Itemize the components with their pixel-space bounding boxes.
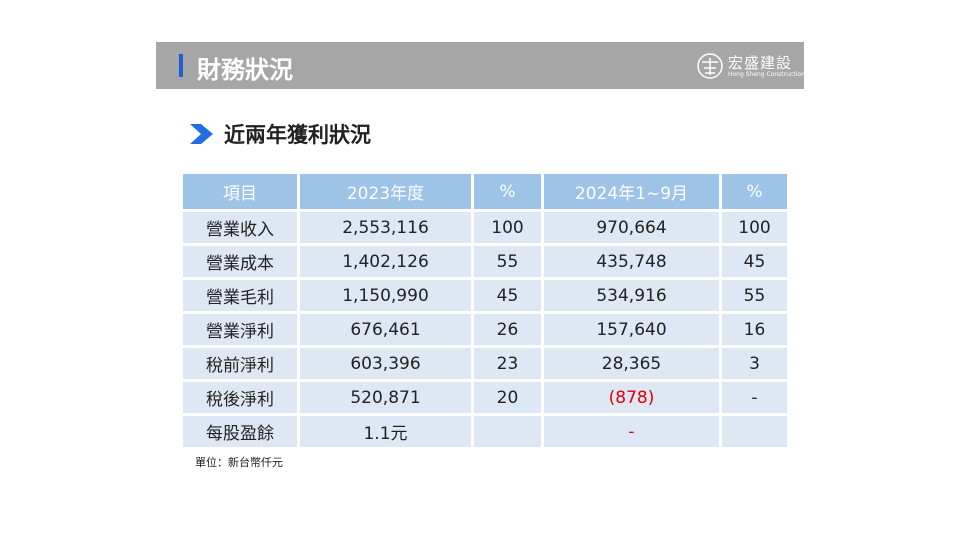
row: 營業收入 2,553,116 100 970,664 100 bbox=[183, 212, 787, 243]
logo-icon bbox=[697, 53, 723, 79]
column-header: 2023年度 bbox=[300, 174, 471, 209]
cell: 營業收入 bbox=[183, 212, 297, 243]
cell: 534,916 bbox=[544, 280, 719, 311]
cell: (878) bbox=[544, 382, 719, 413]
cell: 603,396 bbox=[300, 348, 471, 379]
cell: 45 bbox=[474, 280, 541, 311]
cell: 23 bbox=[474, 348, 541, 379]
column-header: % bbox=[722, 174, 787, 209]
cell: 45 bbox=[722, 246, 787, 277]
logo: 宏盛建設 Hong Sheng Construction bbox=[696, 51, 805, 81]
cell: 稅後淨利 bbox=[183, 382, 297, 413]
cell: 營業毛利 bbox=[183, 280, 297, 311]
row: 稅前淨利 603,396 23 28,365 3 bbox=[183, 348, 787, 379]
logo-subtitle: Hong Sheng Construction bbox=[728, 71, 805, 78]
cell: 營業淨利 bbox=[183, 314, 297, 345]
cell: 營業成本 bbox=[183, 246, 297, 277]
footnote: 單位：新台幣仟元 bbox=[195, 456, 283, 469]
row: 營業毛利 1,150,990 45 534,916 55 bbox=[183, 280, 787, 311]
cell: 稅前淨利 bbox=[183, 348, 297, 379]
cell: 520,871 bbox=[300, 382, 471, 413]
section-title: 近兩年獲利狀況 bbox=[224, 123, 371, 147]
cell: 55 bbox=[722, 280, 787, 311]
header-row: 項目 2023年度 % 2024年1~9月 % bbox=[183, 174, 787, 209]
cell: 55 bbox=[474, 246, 541, 277]
cell: - bbox=[544, 416, 719, 447]
cell: 1.1元 bbox=[300, 416, 471, 447]
section-chevron bbox=[190, 124, 213, 144]
cell: 435,748 bbox=[544, 246, 719, 277]
cell: - bbox=[722, 382, 787, 413]
header-bar: 財務狀況 宏盛建設 Hong Sheng Construction bbox=[156, 42, 805, 89]
row: 營業成本 1,402,126 55 435,748 45 bbox=[183, 246, 787, 277]
row: 營業淨利 676,461 26 157,640 16 bbox=[183, 314, 787, 345]
cell: 2,553,116 bbox=[300, 212, 471, 243]
cell bbox=[722, 416, 787, 447]
cell: 28,365 bbox=[544, 348, 719, 379]
cell: 970,664 bbox=[544, 212, 719, 243]
column-header: % bbox=[474, 174, 541, 209]
header-title: 財務狀況 bbox=[197, 56, 293, 84]
cell: 100 bbox=[722, 212, 787, 243]
cell: 157,640 bbox=[544, 314, 719, 345]
cell: 100 bbox=[474, 212, 541, 243]
cell: 26 bbox=[474, 314, 541, 345]
row: 每股盈餘 1.1元 - bbox=[183, 416, 787, 447]
cell: 每股盈餘 bbox=[183, 416, 297, 447]
profit-table: 項目 2023年度 % 2024年1~9月 % 營業收入 2,553,116 100… bbox=[180, 171, 790, 450]
cell: 3 bbox=[722, 348, 787, 379]
accent-bar bbox=[179, 54, 183, 77]
cell: 16 bbox=[722, 314, 787, 345]
column-header: 項目 bbox=[183, 174, 297, 209]
cell: 676,461 bbox=[300, 314, 471, 345]
cell: 1,150,990 bbox=[300, 280, 471, 311]
cell: 20 bbox=[474, 382, 541, 413]
cell bbox=[474, 416, 541, 447]
row: 稅後淨利 520,871 20 (878) - bbox=[183, 382, 787, 413]
logo-name: 宏盛建設 bbox=[728, 54, 793, 72]
cell: 1,402,126 bbox=[300, 246, 471, 277]
column-header: 2024年1~9月 bbox=[544, 174, 719, 209]
